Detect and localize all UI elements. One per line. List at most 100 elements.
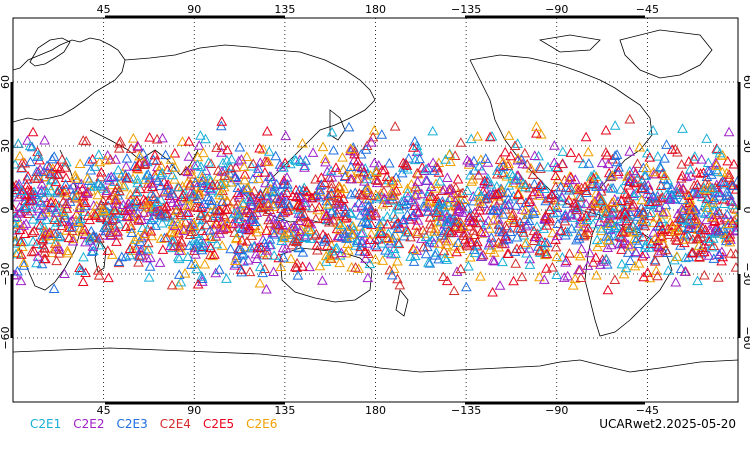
obs-triangle <box>398 195 410 206</box>
coast-greenland <box>619 29 713 79</box>
obs-triangle <box>299 162 310 172</box>
obs-triangle <box>203 182 215 193</box>
obs-triangle <box>80 187 92 198</box>
obs-triangle <box>184 221 196 232</box>
obs-triangle <box>44 168 56 179</box>
obs-triangle <box>74 262 85 272</box>
obs-triangle <box>474 196 485 206</box>
obs-triangle <box>210 267 222 278</box>
obs-triangle <box>661 179 673 189</box>
obs-triangle <box>253 173 264 183</box>
obs-triangle <box>34 220 46 230</box>
obs-triangle <box>142 197 154 208</box>
obs-triangle <box>578 216 590 226</box>
obs-triangle <box>16 185 28 195</box>
obs-triangle <box>413 206 425 217</box>
obs-triangle <box>102 245 114 255</box>
obs-triangle <box>727 199 738 210</box>
obs-triangle <box>515 194 527 205</box>
obs-triangle <box>557 252 568 262</box>
obs-triangle <box>113 185 125 196</box>
obs-triangle <box>53 244 65 254</box>
obs-triangle <box>417 224 429 235</box>
obs-triangle <box>541 263 552 273</box>
obs-triangle <box>268 266 279 277</box>
obs-triangle <box>590 252 602 262</box>
obs-triangle <box>347 229 358 239</box>
obs-triangle <box>359 163 371 173</box>
obs-triangle <box>337 151 348 162</box>
obs-triangle <box>524 196 535 207</box>
obs-triangle <box>279 206 291 217</box>
obs-triangle <box>20 218 32 228</box>
obs-triangle <box>123 204 135 215</box>
obs-triangle <box>279 228 291 239</box>
obs-triangle <box>232 198 244 209</box>
obs-triangle <box>20 200 31 211</box>
obs-triangle <box>682 189 694 199</box>
obs-triangle <box>558 272 570 282</box>
obs-triangle <box>172 196 184 207</box>
obs-triangle <box>548 157 560 167</box>
obs-triangle <box>608 202 619 213</box>
obs-triangle <box>230 233 242 244</box>
obs-triangle <box>575 272 587 282</box>
obs-triangle <box>199 258 211 269</box>
obs-triangle <box>247 158 259 168</box>
obs-triangle <box>518 229 530 240</box>
tick-labels: 45 45 90 90 135 135 180 180 −135 −135 −90 −90 −45 −45… <box>0 3 750 417</box>
obs-triangle <box>461 238 473 249</box>
obs-triangle <box>618 227 630 237</box>
obs-triangle <box>678 202 690 212</box>
obs-triangle <box>311 228 322 239</box>
obs-triangle <box>527 169 539 179</box>
obs-triangle <box>300 197 311 207</box>
obs-triangle <box>563 194 575 205</box>
obs-triangle <box>542 193 554 204</box>
obs-triangle <box>621 215 632 226</box>
obs-triangle <box>239 222 251 233</box>
obs-triangle <box>606 239 617 250</box>
obs-triangle <box>414 153 425 164</box>
obs-triangle <box>77 190 89 201</box>
obs-triangle <box>351 235 363 245</box>
obs-triangle <box>533 186 545 196</box>
obs-triangle <box>655 180 667 190</box>
obs-triangle <box>84 232 95 243</box>
obs-triangle <box>545 192 556 203</box>
obs-triangle <box>198 147 209 158</box>
obs-triangle <box>609 120 621 130</box>
obs-triangle <box>195 161 207 171</box>
obs-triangle <box>152 196 163 207</box>
obs-triangle <box>103 194 115 205</box>
obs-triangle <box>243 193 254 204</box>
obs-triangle <box>41 186 53 197</box>
obs-triangle <box>60 183 72 194</box>
obs-triangle <box>701 133 713 143</box>
obs-triangle <box>67 233 79 244</box>
obs-triangle <box>587 257 599 267</box>
obs-triangle <box>430 247 442 257</box>
obs-triangle <box>416 188 428 199</box>
obs-triangle <box>184 179 196 190</box>
obs-triangle <box>451 266 463 276</box>
obs-triangle <box>422 201 434 212</box>
obs-triangle <box>216 178 228 189</box>
obs-triangle <box>497 156 509 167</box>
left-tick-label: −30 <box>0 262 12 285</box>
obs-triangle <box>531 221 543 231</box>
obs-triangle <box>179 268 191 278</box>
obs-triangle <box>264 217 276 228</box>
obs-triangle <box>120 251 132 261</box>
obs-triangle <box>18 257 30 267</box>
obs-triangle <box>13 217 20 228</box>
obs-triangle <box>397 214 409 225</box>
obs-triangle <box>699 208 711 218</box>
obs-triangle <box>116 251 128 262</box>
obs-triangle <box>721 209 733 219</box>
obs-triangle <box>478 178 490 188</box>
obs-triangle <box>205 158 217 169</box>
obs-triangle <box>425 218 436 229</box>
obs-triangle <box>221 223 233 233</box>
obs-triangle <box>405 251 416 261</box>
